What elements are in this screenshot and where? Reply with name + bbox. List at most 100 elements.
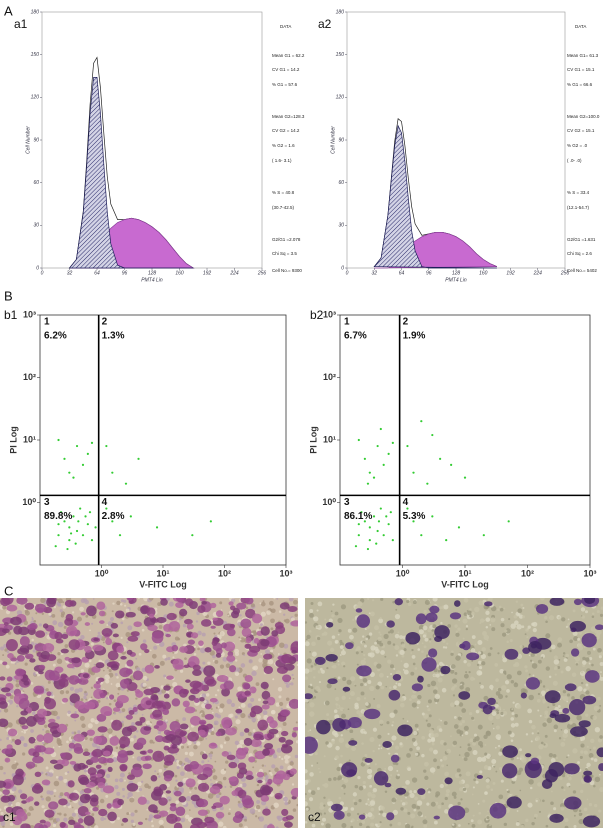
texture [401, 654, 405, 658]
texture [338, 796, 342, 800]
texture [451, 650, 454, 654]
texture [133, 735, 137, 739]
texture [517, 613, 520, 616]
cell [200, 619, 212, 627]
cell [198, 640, 204, 647]
texture [309, 702, 315, 708]
cell [253, 637, 260, 644]
texture [337, 660, 340, 663]
cell [209, 785, 221, 795]
cell [92, 806, 99, 812]
texture [429, 729, 434, 734]
texture [405, 737, 408, 740]
texture [332, 603, 335, 606]
texture [455, 655, 461, 661]
texture [40, 795, 43, 798]
stat-text: Mean G2=128.3 [272, 114, 305, 119]
texture [283, 643, 289, 649]
texture [590, 774, 594, 778]
cell [285, 815, 294, 820]
point [368, 471, 371, 474]
texture [168, 601, 174, 607]
cell [201, 600, 207, 605]
cell [3, 622, 9, 626]
cell [541, 779, 553, 789]
texture [463, 612, 468, 617]
texture [521, 824, 524, 828]
texture [219, 664, 225, 669]
texture [430, 733, 437, 739]
texture [175, 779, 178, 782]
cell [179, 608, 188, 617]
y-tick-label: 30 [33, 223, 39, 229]
texture [227, 812, 231, 816]
cell [6, 676, 13, 682]
cell [143, 616, 156, 628]
texture [108, 668, 112, 673]
texture [124, 715, 127, 719]
texture [553, 729, 557, 733]
texture [241, 782, 247, 788]
cell [583, 775, 591, 783]
texture [527, 708, 532, 714]
texture [331, 635, 336, 639]
cell [112, 707, 121, 712]
texture [63, 817, 68, 822]
cell [267, 731, 275, 740]
texture [265, 774, 269, 779]
texture [260, 623, 263, 627]
texture [282, 722, 287, 726]
texture [9, 695, 14, 700]
texture [446, 764, 448, 767]
cell [262, 808, 271, 816]
texture [591, 663, 594, 667]
cell [193, 697, 200, 703]
point [75, 529, 79, 533]
cell [226, 628, 236, 637]
texture [136, 756, 142, 762]
stat-text: G2/G1 =2.078 [272, 237, 301, 242]
cell [564, 683, 577, 692]
texture [364, 754, 368, 758]
texture [599, 676, 603, 681]
texture [490, 788, 494, 792]
y-tick-label: 90 [33, 137, 39, 143]
texture [340, 650, 346, 656]
cell [173, 790, 182, 797]
texture [99, 798, 105, 804]
texture [432, 624, 437, 629]
texture [362, 635, 365, 638]
texture [535, 736, 541, 741]
cell [197, 773, 209, 781]
texture [573, 657, 576, 660]
texture [363, 657, 366, 661]
cell [2, 661, 8, 666]
texture [586, 745, 589, 748]
texture [412, 600, 417, 605]
texture [407, 826, 410, 828]
stat-text: Mean G2=100.0 [567, 114, 600, 119]
cell [278, 736, 286, 743]
texture [180, 745, 185, 749]
texture [395, 608, 398, 611]
texture [439, 759, 443, 762]
texture [428, 714, 432, 718]
texture [530, 740, 533, 743]
texture [525, 818, 529, 823]
cell [484, 601, 493, 607]
texture [341, 713, 346, 719]
texture [473, 733, 478, 737]
cell [190, 794, 200, 802]
texture [378, 744, 381, 747]
texture [128, 812, 131, 814]
point [68, 471, 71, 474]
texture [90, 696, 93, 699]
texture [514, 775, 518, 779]
cell [249, 710, 257, 718]
texture [598, 651, 603, 657]
texture [506, 640, 509, 644]
texture [94, 719, 99, 725]
cell [454, 600, 461, 607]
texture [250, 603, 255, 608]
texture [390, 664, 395, 669]
